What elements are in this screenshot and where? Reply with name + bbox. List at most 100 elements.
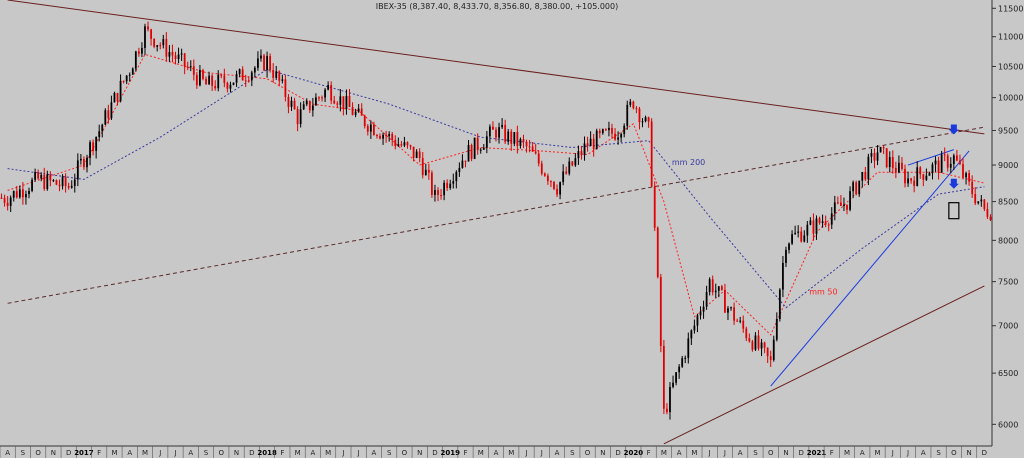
candle-body: [369, 124, 372, 132]
candle-body: [0, 197, 3, 199]
candle-body: [391, 133, 394, 140]
y-tick-label: 8000: [998, 236, 1018, 245]
candle-body: [946, 155, 949, 168]
candle-body: [543, 173, 546, 176]
x-month-label: J: [723, 449, 726, 457]
candle-body: [608, 127, 610, 131]
annotations-layer: mm 200 mm 50: [672, 124, 960, 297]
candle-body: [162, 38, 165, 46]
candle-body: [159, 45, 162, 47]
x-month-label: A: [127, 449, 132, 457]
candle-body: [782, 262, 784, 290]
y-tick-label: 9500: [998, 126, 1018, 135]
candle-body: [189, 66, 192, 68]
candle-body: [467, 144, 470, 162]
x-month-label: N: [600, 449, 605, 457]
candle-body: [458, 167, 461, 173]
mm50-line: [7, 53, 985, 336]
x-month-label: J: [173, 449, 176, 457]
candle-body: [727, 308, 729, 313]
candle-body: [18, 189, 21, 198]
candle-body: [70, 185, 73, 188]
candle-body: [208, 75, 210, 85]
x-month-label: M: [691, 449, 697, 457]
candle-body: [580, 151, 583, 156]
candle-body: [711, 279, 714, 293]
candle-body: [559, 182, 561, 195]
x-year-label: 2019: [440, 449, 460, 457]
x-month-label: O: [585, 449, 591, 457]
candle-body: [269, 56, 272, 71]
candle-body: [76, 160, 79, 180]
x-month-label: A: [5, 449, 10, 457]
candle-body: [891, 157, 894, 168]
candle-body: [528, 146, 531, 148]
candle-body: [171, 52, 174, 56]
candle-body: [373, 124, 375, 136]
candle-body: [52, 180, 55, 182]
candle-body: [501, 124, 504, 128]
x-month-label: N: [51, 449, 56, 457]
candle-body: [513, 132, 516, 144]
candle-body: [507, 131, 510, 142]
candle-body: [876, 152, 879, 161]
candle-body: [959, 160, 961, 165]
candle-body: [92, 142, 94, 151]
box-marker: [948, 202, 960, 220]
candle-body: [64, 176, 67, 187]
candle-body: [125, 75, 128, 82]
candle-body: [800, 231, 803, 242]
x-month-label: A: [494, 449, 499, 457]
candle-body: [611, 127, 613, 134]
candle-body: [962, 164, 964, 178]
x-month-label: M: [844, 449, 850, 457]
candle-body: [141, 47, 143, 54]
x-month-label: J: [540, 449, 543, 457]
candle-body: [257, 58, 259, 68]
candle-body: [403, 142, 406, 146]
candle-body: [308, 100, 311, 111]
candle-body: [43, 174, 46, 189]
candle-body: [229, 84, 232, 89]
trendline: [770, 150, 970, 387]
candle-body: [73, 179, 76, 186]
candle-body: [302, 104, 305, 110]
candle-body: [67, 186, 70, 188]
candle-body: [550, 181, 552, 183]
x-month-label: A: [860, 449, 865, 457]
candle-body: [574, 158, 577, 166]
candle-body: [916, 167, 919, 186]
candle-body: [424, 169, 427, 176]
candle-body: [37, 171, 40, 179]
candle-body: [449, 183, 452, 189]
candle-body: [968, 173, 971, 182]
candle-body: [226, 82, 229, 89]
candle-body: [12, 191, 15, 198]
candle-body: [321, 97, 323, 99]
candle-body: [882, 147, 885, 149]
candle-body: [833, 202, 836, 214]
candle-body: [296, 109, 299, 125]
candle-body: [846, 204, 848, 210]
candle-body: [589, 138, 592, 147]
candle-body: [9, 197, 12, 206]
candle-body: [61, 176, 64, 187]
candle-body: [113, 92, 116, 103]
candle-body: [641, 121, 644, 123]
candle-body: [757, 335, 760, 349]
candle-body: [366, 126, 369, 132]
candle-body: [843, 204, 845, 206]
candle-body: [250, 72, 253, 81]
candle-body: [202, 70, 204, 79]
candle-body: [122, 80, 125, 82]
candle-body: [253, 67, 256, 73]
candle-body: [156, 45, 159, 47]
candle-body: [739, 320, 742, 322]
x-month-label: J: [357, 449, 360, 457]
candles-layer: [0, 21, 992, 420]
candle-body: [482, 147, 485, 150]
candle-body: [150, 29, 152, 39]
candle-body: [733, 307, 735, 321]
